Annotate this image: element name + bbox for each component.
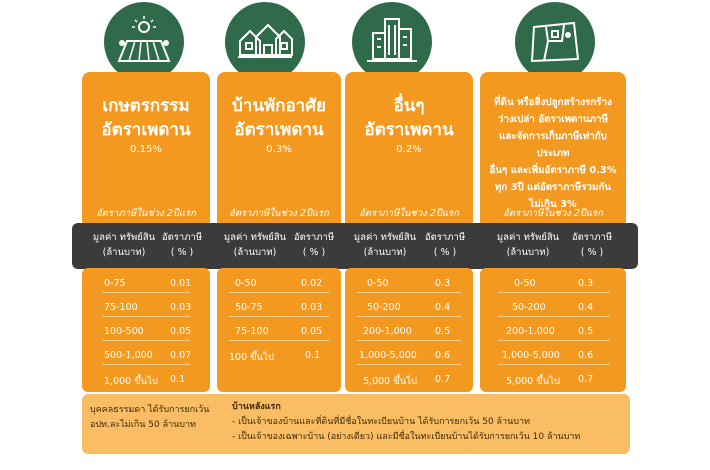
card-note: อัตราภาษีในช่วง 2ปีแรก [229,208,329,219]
desc-line: และจัดการเก็บภาษีเท่ากับประเภท [499,131,607,159]
table-row: 5,000 ขึ้นไป 0.7 [363,374,451,387]
rate-table-other: 0-50 0.3 50-200 0.4 200-1,000 0.5 1,000-5,0… [345,268,473,392]
card-title: เกษตรกรรม [102,96,190,116]
card-rate: 0.2% [396,144,422,155]
card-description: ที่ดิน หรือสิ่งปลูกสร้างรกร้าง ว่างเปล่า… [480,94,626,213]
card-other: อื่นๆ อัตราเพดาน 0.2% อัตราภาษีในช่วง 2ป… [345,72,473,229]
table-row: 0-50 0.3 [367,278,451,289]
farm-icon [117,16,171,62]
table-row: 200-1,000 0.5 [506,326,594,337]
table-header-band [72,223,638,269]
table-row: 1,000-5,000 0.6 [359,350,451,361]
card-title: อื่นๆ [393,96,425,116]
table-row: 0-50 0.3 [514,278,594,289]
card-subtitle: อัตราเพดาน [364,120,454,140]
col-header-rate: อัตราภาษี( % ) [424,232,466,258]
desc-line: ทุก 3ปี แต่อัตราภาษีรวมกัน [494,182,612,193]
desc-line: อื่นๆ และเพิ่มอัตราภาษี 0.3% [489,165,617,176]
col-header-value: มูลค่า ทรัพย์สิน (ล้านบาท) [496,232,560,258]
rate-table-vacant-land: 0-50 0.3 50-200 0.4 200-1,000 0.5 1,000-5,0… [480,268,626,392]
houses-icon-circle [225,2,305,82]
table-row: 0-75 0.01 [104,278,192,289]
table-row: 5,000 ขึ้นไป 0.7 [506,374,594,387]
desc-line: ว่างเปล่า อัตราเพดานภาษี [497,114,609,125]
exemption-individual: บุคคลธรรมดา ได้รับการยกเว้น อปท.ละไม่เกิ… [90,403,209,433]
exemption-first-home: บ้านหลังแรก - เป็นเจ้าของบ้านและที่ดินที… [232,400,580,445]
card-rate: 0.3% [266,144,292,155]
buildings-icon-circle [352,2,432,82]
desc-line: ที่ดิน หรือสิ่งปลูกสร้างรกร้าง [494,97,612,108]
exemption-line: บุคคลธรรมดา ได้รับการยกเว้น [90,405,210,415]
exemption-line: - เป็นเจ้าของเฉพาะบ้าน (อย่างเดียว) และม… [232,432,581,442]
card-note: อัตราภาษีในช่วง 2ปีแรก [96,208,196,219]
desc-line: ไม่เกิน 3% [529,199,577,210]
card-note: อัตราภาษีในช่วง 2ปีแรก [503,208,603,219]
buildings-icon [367,18,417,62]
col-header-value: มูลค่า ทรัพย์สิน (ล้านบาท) [92,232,156,258]
card-residential: บ้านพักอาศัย อัตราเพดาน 0.3% อัตราภาษีใน… [217,72,341,229]
table-row: 100 ขึ้นไป 0.1 [229,350,321,363]
table-row: 500-1,000 0.07 [104,350,192,361]
col-header-value: มูลค่า ทรัพย์สิน (ล้านบาท) [223,232,287,258]
table-row: 1,000 ขึ้นไป 0.1 [104,374,186,387]
card-subtitle: อัตราเพดาน [101,120,191,140]
table-row: 75-100 0.05 [235,326,323,337]
col-header-rate: อัตราภาษี( % ) [293,232,335,258]
card-note: อัตราภาษีในช่วง 2ปีแรก [359,208,459,219]
exemption-line: อปท.ละไม่เกิน 50 ล้านบาท [90,420,196,430]
card-title: บ้านพักอาศัย [232,96,326,116]
card-subtitle: อัตราเพดาน [234,120,324,140]
table-row: 1,000-5,000 0.6 [502,350,594,361]
table-row: 50-200 0.4 [367,302,451,313]
exemption-box: บุคคลธรรมดา ได้รับการยกเว้น อปท.ละไม่เกิ… [82,394,630,454]
rate-table-residential: 0-50 0.02 50-75 0.03 75-100 0.05 100 ขึ้นไป… [217,268,341,392]
first-home-title: บ้านหลังแรก [232,402,281,412]
table-row: 75-100 0.03 [104,302,192,313]
table-row: 50-75 0.03 [235,302,323,313]
table-row: 200-1,000 0.5 [363,326,451,337]
farm-icon-circle [104,2,184,82]
rate-table-agriculture: 0-75 0.01 75-100 0.03 100-500 0.05 500-1,00… [82,268,210,392]
table-row: 50-200 0.4 [512,302,594,313]
exemption-line: - เป็นเจ้าของบ้านและที่ดินที่มีชื่อในทะเ… [232,417,530,427]
houses-icon [238,23,293,58]
col-header-rate: อัตราภาษี( % ) [161,232,203,258]
card-rate: 0.15% [130,144,162,155]
table-row: 0-50 0.02 [235,278,323,289]
card-agriculture: เกษตรกรรม อัตราเพดาน 0.15% อัตราภาษีในช่… [82,72,210,229]
col-header-value: มูลค่า ทรัพย์สิน (ล้านบาท) [353,232,417,258]
col-header-rate: อัตราภาษี( % ) [571,232,613,258]
card-vacant-land: ที่ดิน หรือสิ่งปลูกสร้างรกร้าง ว่างเปล่า… [480,72,626,229]
table-row: 100-500 0.05 [104,326,192,337]
land-map-icon [530,21,580,63]
land-map-icon-circle [515,2,595,82]
